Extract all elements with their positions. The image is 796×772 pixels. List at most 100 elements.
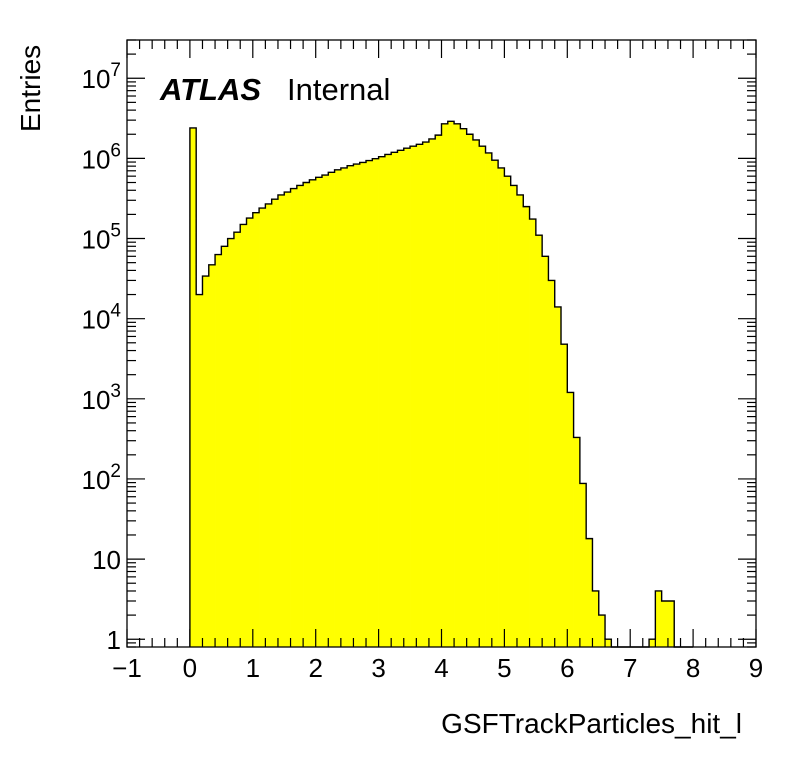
histogram-bar [649, 639, 656, 647]
histogram-bar [240, 224, 247, 648]
histogram-bar [498, 167, 505, 647]
histogram-bar [403, 148, 411, 648]
histogram-bar [284, 192, 291, 647]
x-tick-label: 1 [246, 653, 260, 683]
histogram-bar [359, 162, 367, 647]
histogram-bar [416, 144, 423, 647]
histogram-bar [189, 127, 197, 647]
histogram-bar [479, 146, 486, 647]
x-tick-label: 6 [560, 653, 574, 683]
atlas-label: ATLAS [159, 72, 261, 107]
histogram-bar [592, 590, 600, 647]
histogram-bars [189, 120, 694, 648]
histogram-bar [259, 208, 266, 647]
histogram-bar [554, 306, 562, 647]
histogram-bar [542, 256, 549, 647]
histogram-bar [315, 177, 323, 648]
histogram-bar [347, 165, 354, 647]
histogram-bar [384, 154, 392, 647]
y-tick-label: 1 [107, 625, 121, 655]
histogram-bar [252, 212, 260, 647]
histogram-bar [504, 176, 512, 647]
histogram-bar [510, 185, 518, 647]
histogram-bar [573, 437, 581, 647]
y-tick-label: 105 [82, 221, 122, 255]
histogram-bar [277, 194, 285, 647]
histogram-bar [397, 150, 405, 647]
histogram-bar [523, 206, 530, 647]
x-axis-ticks [126, 40, 757, 647]
histogram-bar [391, 152, 398, 648]
histogram-bar [561, 344, 568, 647]
histogram-bar [227, 238, 235, 647]
x-tick-label: 5 [497, 653, 511, 683]
x-tick-label: 7 [623, 653, 637, 683]
x-tick-label: 2 [308, 653, 322, 683]
x-tick-label: 3 [371, 653, 385, 683]
histogram-bar [586, 538, 593, 647]
x-tick-label: 0 [183, 653, 197, 683]
histogram-bar [353, 164, 361, 647]
histogram-bar [215, 254, 222, 648]
histogram-bar [655, 590, 662, 647]
histogram-bar [366, 160, 373, 647]
histogram-bar [460, 128, 468, 648]
histogram-bar [334, 169, 342, 647]
histogram-bar [516, 194, 524, 647]
histogram-bar [410, 146, 417, 647]
x-tick-label: 9 [749, 653, 763, 683]
histogram-bar [667, 600, 675, 647]
histogram-bar [428, 138, 436, 647]
histogram-bar [290, 188, 298, 647]
histogram-bar [548, 280, 556, 647]
histogram-bar [221, 246, 228, 647]
histogram-bar [598, 615, 606, 647]
histogram-bar [454, 123, 461, 647]
histogram-bar [296, 185, 304, 647]
histogram-outline [189, 120, 694, 648]
histogram-bar [529, 219, 537, 647]
histogram-bar [466, 134, 474, 647]
histogram-bar [605, 639, 612, 647]
histogram-bar [321, 175, 329, 647]
y-tick-label: 104 [82, 301, 122, 335]
histogram-bar [378, 156, 386, 647]
histogram-bar [472, 139, 480, 648]
histogram-bar [485, 152, 493, 647]
x-tick-label: 8 [686, 653, 700, 683]
internal-label: Internal [287, 72, 390, 107]
histogram-bar [661, 600, 669, 647]
histogram-bar [441, 123, 449, 647]
histogram-bar [435, 135, 442, 647]
histogram-bar [579, 483, 587, 647]
histogram-bar [491, 160, 499, 648]
histogram-bar [372, 158, 379, 647]
x-tick-label: −1 [112, 653, 142, 683]
histogram-bar [309, 179, 317, 647]
y-axis-tick-labels: 1 10 102 103 104 105 106 107 [82, 60, 122, 655]
histogram-bar [422, 142, 430, 648]
y-axis-ticks [127, 39, 756, 648]
histogram-bar [328, 172, 335, 647]
x-axis-tick-labels: −1 0 1 2 3 4 5 6 7 8 9 [112, 653, 763, 683]
histogram-bar [196, 294, 203, 647]
histogram-bar [265, 203, 273, 647]
histogram-bar [447, 121, 455, 648]
y-tick-label: 102 [82, 461, 122, 495]
x-tick-label: 4 [434, 653, 448, 683]
y-tick-label: 106 [82, 140, 122, 174]
y-axis-title: Entries [15, 45, 46, 132]
histogram-bar [233, 232, 241, 647]
x-axis-title: GSFTrackParticles_hit_l [441, 708, 742, 739]
y-tick-label: 107 [82, 60, 122, 94]
histogram-bar [246, 218, 254, 648]
histogram-bar [535, 235, 543, 647]
histogram-bar [208, 264, 216, 647]
histogram-bar [340, 167, 348, 647]
y-tick-label: 103 [82, 381, 122, 415]
histogram-bar [271, 199, 279, 648]
histogram-bar [567, 392, 574, 647]
histogram-bar [303, 182, 310, 647]
histogram-bar [202, 276, 210, 647]
